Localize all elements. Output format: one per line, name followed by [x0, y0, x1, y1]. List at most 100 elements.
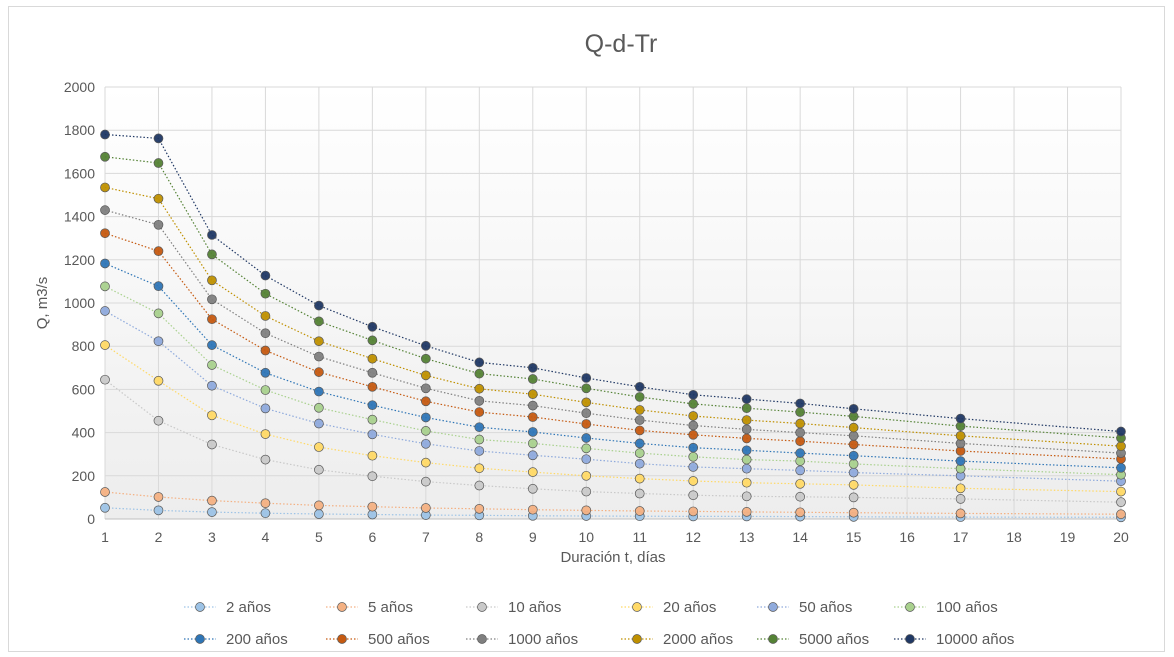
- data-point: [527, 504, 538, 515]
- data-point: [207, 507, 217, 517]
- data-point: [153, 133, 164, 144]
- y-tick-label: 1600: [64, 165, 95, 181]
- data-point: [314, 367, 324, 377]
- legend-marker: [632, 634, 642, 644]
- data-point: [581, 443, 592, 454]
- series-line-5: [104, 310, 1122, 482]
- legend-marker: [337, 634, 347, 644]
- data-point: [955, 483, 966, 494]
- data-point: [100, 306, 110, 316]
- data-point: [581, 373, 592, 383]
- data-point: [581, 433, 592, 443]
- data-point: [527, 467, 538, 477]
- legend-label: 2 años: [226, 599, 271, 616]
- data-point: [1116, 462, 1126, 473]
- data-point: [1116, 497, 1126, 508]
- data-point: [314, 442, 324, 452]
- legend-label: 1000 años: [508, 631, 578, 648]
- legend-marker: [477, 634, 487, 644]
- chart-svg: Q-d-Tr 0 200 400 600 800 1000 1200 1400 1600 1800 2…: [34, 30, 1129, 648]
- data-point: [1116, 426, 1126, 437]
- data-point: [420, 412, 431, 423]
- data-point: [153, 193, 164, 204]
- x-tick-label: 12: [685, 529, 701, 545]
- data-point: [207, 230, 217, 240]
- legend-marker: [905, 634, 915, 644]
- legend-marker: [632, 602, 642, 612]
- data-point: [581, 470, 592, 481]
- x-tick-label: 1: [101, 529, 109, 545]
- data-point: [527, 362, 538, 373]
- data-point: [795, 427, 806, 438]
- data-point: [474, 383, 485, 394]
- data-point: [527, 400, 538, 411]
- data-point: [634, 381, 645, 392]
- data-point: [795, 478, 806, 489]
- data-point: [474, 407, 485, 417]
- legend-label: 10000 años: [936, 631, 1014, 648]
- data-point: [634, 438, 645, 449]
- data-point: [314, 509, 324, 519]
- data-point: [848, 403, 859, 414]
- data-point: [153, 219, 164, 230]
- data-point: [474, 503, 485, 514]
- legend-marker: [477, 602, 487, 612]
- data-point: [367, 471, 378, 482]
- data-point: [153, 492, 164, 502]
- data-point: [1116, 486, 1126, 497]
- data-point: [474, 463, 485, 474]
- data-point: [634, 392, 645, 402]
- legend-label: 10 años: [508, 599, 561, 616]
- y-tick-label: 1800: [64, 122, 95, 138]
- data-point: [527, 427, 538, 437]
- data-point: [100, 502, 110, 513]
- data-point: [1116, 509, 1126, 520]
- data-point: [741, 463, 752, 474]
- data-point: [207, 495, 217, 506]
- data-point: [314, 500, 324, 511]
- data-point: [153, 336, 164, 347]
- data-point: [634, 488, 645, 499]
- legend-marker: [195, 602, 205, 612]
- data-point: [367, 335, 378, 346]
- data-point: [367, 501, 378, 512]
- data-point: [634, 448, 645, 458]
- data-point: [474, 480, 485, 491]
- data-point: [367, 381, 378, 392]
- data-point: [688, 442, 699, 453]
- data-point: [100, 228, 110, 239]
- legend-label: 5000 años: [799, 631, 869, 648]
- data-point: [314, 418, 324, 429]
- data-point: [474, 446, 485, 456]
- data-point: [634, 506, 645, 516]
- data-point: [260, 345, 271, 356]
- data-point: [581, 408, 592, 419]
- data-point: [688, 399, 699, 409]
- data-point: [207, 340, 217, 350]
- data-point: [955, 430, 966, 441]
- data-point: [420, 353, 431, 364]
- data-point: [367, 321, 378, 332]
- x-tick-label: 16: [899, 529, 915, 545]
- data-point: [367, 414, 378, 425]
- data-point: [741, 433, 752, 444]
- data-point: [634, 458, 645, 469]
- y-tick-label: 1400: [64, 209, 95, 225]
- data-point: [314, 336, 324, 347]
- data-point: [207, 380, 217, 391]
- legend-label: 200 años: [226, 631, 288, 648]
- data-point: [207, 439, 217, 450]
- data-point: [474, 434, 485, 445]
- data-point: [207, 275, 217, 286]
- data-point: [527, 450, 538, 461]
- data-point: [260, 328, 271, 339]
- data-point: [314, 300, 324, 311]
- legend-marker: [337, 602, 347, 612]
- data-point: [741, 507, 752, 517]
- x-tick-label: 8: [475, 529, 483, 545]
- legend-marker: [768, 602, 778, 612]
- data-point: [153, 308, 164, 319]
- y-tick-label: 200: [72, 468, 96, 484]
- x-tick-label: 19: [1060, 529, 1076, 545]
- data-point: [153, 281, 164, 292]
